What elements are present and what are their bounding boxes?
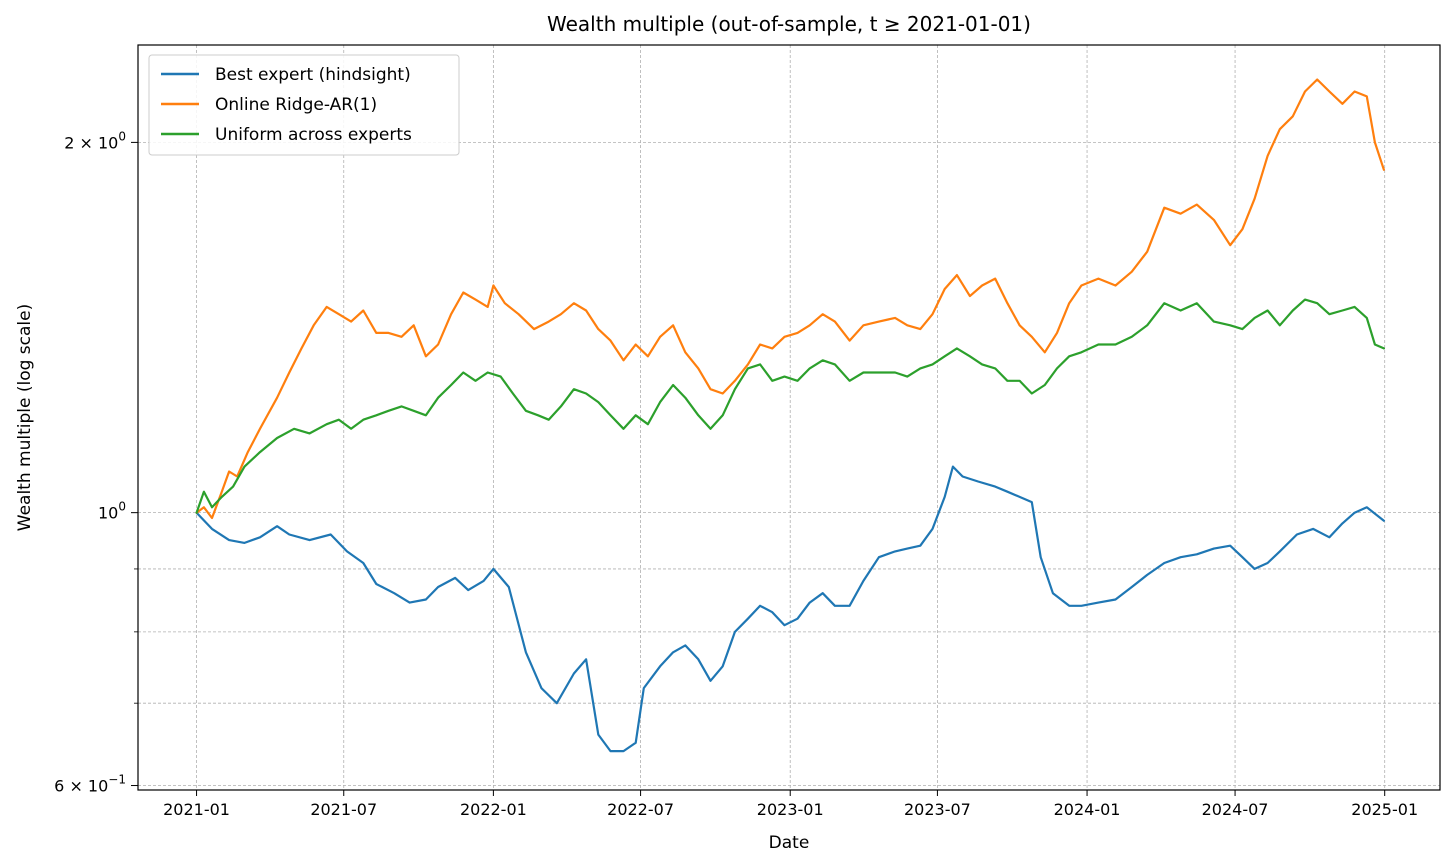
y-tick-label: 6 × 10−1 (54, 773, 126, 796)
x-tick-label: 2022-07 (607, 800, 674, 819)
x-tick-label: 2024-01 (1054, 800, 1121, 819)
legend-label-uniform-across-experts: Uniform across experts (215, 125, 412, 145)
series-line-best-expert-hindsight (195, 465, 1386, 753)
y-tick-label: 100 (98, 500, 126, 523)
legend-box (148, 54, 460, 156)
x-tick-label: 2021-01 (163, 800, 230, 819)
x-tick-label: 2021-07 (310, 800, 377, 819)
x-tick-label: 2024-07 (1202, 800, 1269, 819)
x-tick-label: 2025-01 (1351, 800, 1418, 819)
y-tick-label: 2 × 100 (64, 129, 126, 152)
series-lines (195, 78, 1386, 753)
x-tick-label: 2022-01 (460, 800, 527, 819)
x-axis-title: Date (769, 833, 810, 853)
legend-label-best-expert-hindsight: Best expert (hindsight) (215, 65, 411, 85)
x-axis-ticks: 2021-01 2021-07 2022-01 2022-07 2023-01 2023-… (163, 790, 1418, 819)
series-line-uniform-across-experts (195, 298, 1386, 514)
y-axis-ticks: 6 × 10−1 100 2 × 100 (54, 129, 138, 796)
legend-label-online-ridge-ar-1: Online Ridge-AR(1) (215, 95, 377, 115)
plot-frame (137, 44, 1441, 791)
x-tick-label: 2023-01 (757, 800, 824, 819)
chart-title: Wealth multiple (out-of-sample, t ≥ 2021… (547, 12, 1031, 36)
y-axis-title: Wealth multiple (log scale) (15, 304, 35, 531)
legend: Best expert (hindsight) Online Ridge-AR(1… (148, 54, 460, 156)
grid-lines (138, 45, 1440, 790)
x-tick-label: 2023-07 (904, 800, 971, 819)
series-line-online-ridge-ar-1 (195, 78, 1386, 520)
